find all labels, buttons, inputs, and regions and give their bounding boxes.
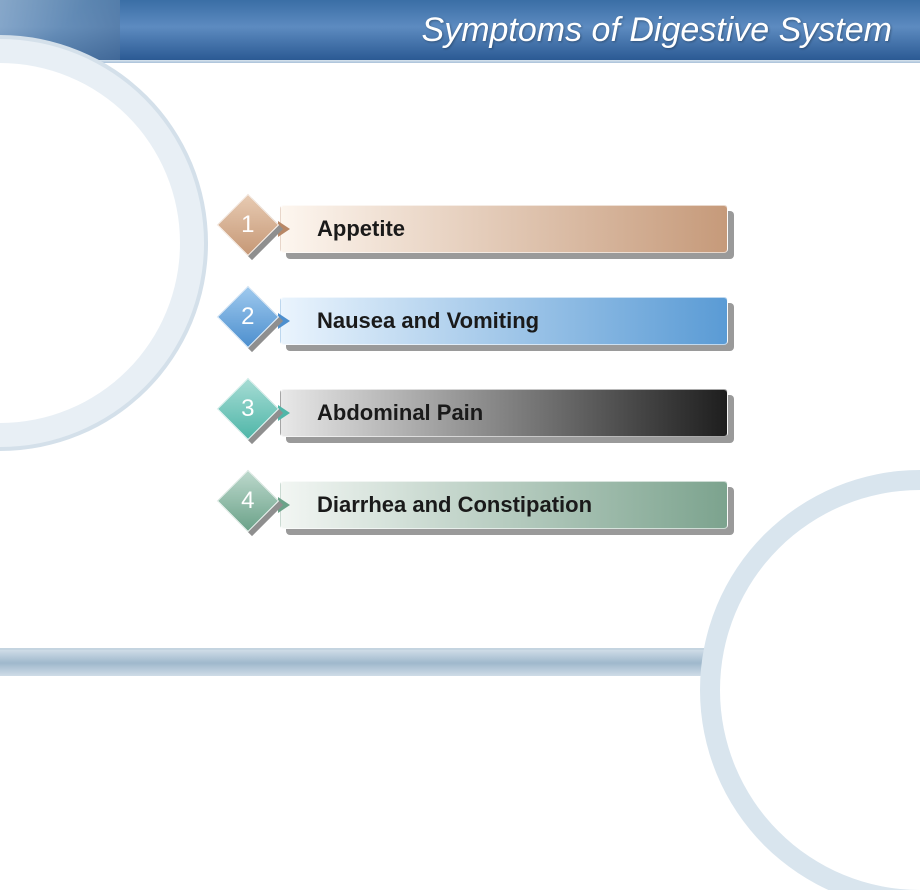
item-number-diamond: 2 xyxy=(217,286,279,348)
header-decorative-image xyxy=(0,0,120,60)
item-label: Nausea and Vomiting xyxy=(317,308,539,334)
list-item: Abdominal Pain 3 xyxy=(220,389,740,445)
item-number-diamond: 4 xyxy=(217,470,279,532)
corner-curve-top-left xyxy=(0,63,180,423)
item-label: Diarrhea and Constipation xyxy=(317,492,592,518)
item-bar: Nausea and Vomiting xyxy=(280,297,728,345)
corner-curve-bottom-right xyxy=(720,490,920,890)
slide-title: Symptoms of Digestive System xyxy=(422,11,892,50)
list-item: Diarrhea and Constipation 4 xyxy=(220,481,740,537)
list-item: Appetite 1 xyxy=(220,205,740,261)
symptom-list: Appetite 1 Nausea and Vomiting 2 Abdomin… xyxy=(220,205,740,573)
item-number: 3 xyxy=(241,395,254,423)
item-bar: Abdominal Pain xyxy=(280,389,728,437)
item-label: Abdominal Pain xyxy=(317,400,483,426)
item-label: Appetite xyxy=(317,216,405,242)
slide-header: Symptoms of Digestive System xyxy=(0,0,920,60)
item-number: 2 xyxy=(241,303,254,331)
header-underline xyxy=(0,60,920,63)
item-number-diamond: 1 xyxy=(217,194,279,256)
item-bar: Diarrhea and Constipation xyxy=(280,481,728,529)
item-bar: Appetite xyxy=(280,205,728,253)
item-number: 4 xyxy=(241,487,254,515)
list-item: Nausea and Vomiting 2 xyxy=(220,297,740,353)
item-number-diamond: 3 xyxy=(217,378,279,440)
item-number: 1 xyxy=(241,211,254,239)
